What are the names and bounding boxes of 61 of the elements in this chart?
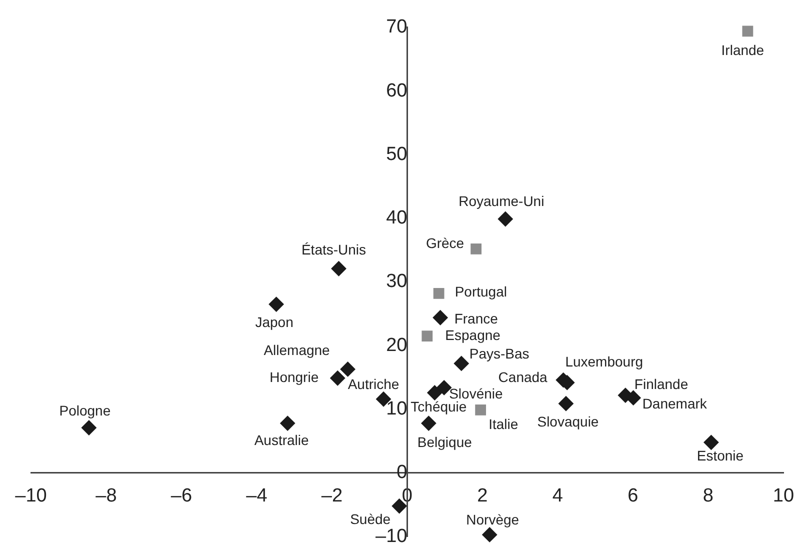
point [81,420,96,436]
y-tick-label: 40 [386,208,408,229]
y-tick-label: 10 [386,398,408,420]
point [470,243,482,254]
annotation: Finlande [634,376,688,392]
x-tick-label: –6 [170,486,192,507]
annotation: Autriche [348,376,400,392]
annotation: Slovaquie [537,413,599,430]
point [432,310,448,326]
annotation: Grèce [426,234,464,251]
point [433,288,444,299]
x-tick-label: 4 [552,486,564,507]
annotation: Suède [350,510,391,527]
annotation: Pays-Bas [469,345,530,362]
x-tick-label: 6 [628,486,638,507]
x-tick-label: 2 [477,486,488,507]
annotation: Canada [498,368,548,385]
annotation: Pologne [59,402,111,419]
annotation: Portugal [454,283,507,300]
x-tick-label: –4 [246,486,268,507]
y-tick-label: 30 [386,271,408,292]
y-tick-label: 50 [386,144,408,165]
x-tick-label: 8 [702,486,714,507]
annotation: Australie [254,432,310,448]
point [340,362,356,377]
y-tick-label: 20 [386,334,408,356]
annotation: Allemagne [264,342,330,358]
annotation: Belgique [417,434,472,450]
point [268,296,284,312]
y-tick-label: –10 [376,526,408,547]
point [422,330,433,342]
annotation: Luxembourg [565,353,644,370]
point [498,211,513,226]
x-tick-label: –8 [96,486,117,507]
annotation: Hongrie [270,368,319,385]
annotation: Norvège [466,512,520,528]
point [558,396,574,412]
x-tick-label: –10 [15,486,47,507]
y-tick-label: 70 [386,16,408,38]
point [454,356,469,371]
annotation: Italie [488,416,518,432]
point [421,416,436,431]
annotation: Espagne [445,326,501,343]
annotation: Japon [255,314,294,330]
point [475,404,486,416]
x-tick-label: –2 [321,486,343,507]
point [704,434,719,450]
point [742,26,754,37]
annotation: France [454,310,498,327]
point [482,527,498,542]
point [331,261,346,276]
annotation: États-Unis [301,241,366,258]
annotation: Irlande [721,42,764,58]
point [330,370,346,386]
annotation: Danemark [642,396,708,412]
point [280,416,296,431]
point [427,385,442,400]
y-tick-label: 60 [386,80,408,102]
annotation: Estonie [696,447,744,464]
annotation: Royaume-Uni [458,192,544,209]
x-tick-label: 10 [772,486,794,507]
